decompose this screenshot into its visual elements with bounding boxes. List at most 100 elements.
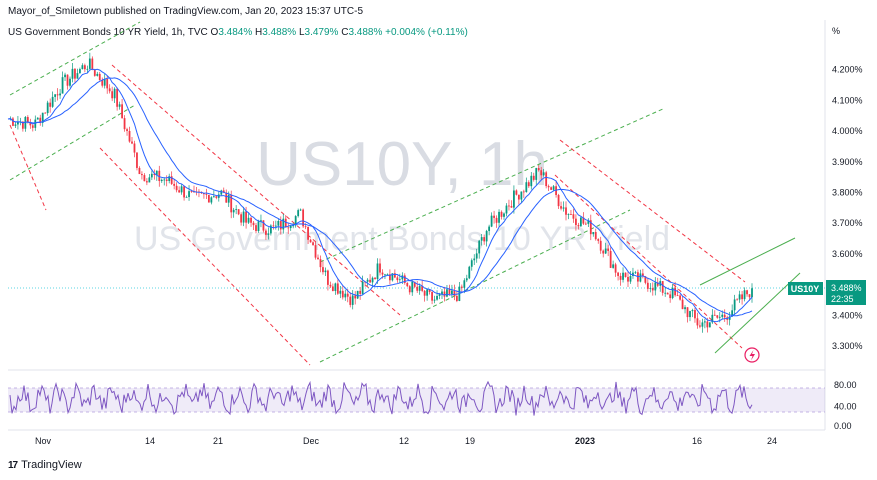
publisher-header: Mayor_of_Smiletown published on TradingV… [8,6,364,17]
channel-down-stub[interactable] [9,124,47,211]
trend-channels[interactable] [9,21,801,366]
channel-up-left-top[interactable] [9,21,141,96]
candle-body [269,225,272,234]
candle-body [599,240,602,251]
channel-up-left-bottom[interactable] [9,104,136,181]
channel-down-bottom[interactable] [99,147,311,366]
candle-body [317,257,319,260]
candle-body [644,276,647,283]
candle-body [71,68,74,79]
channel-up-right-bottom[interactable] [714,272,801,354]
candle-body [708,322,711,328]
candle-body [180,186,183,193]
candle-body [175,185,178,191]
candle-body [433,299,436,301]
channel-up-right-top[interactable] [699,237,796,286]
candle-body [441,291,443,295]
time-tick-label: 12 [399,436,409,446]
candle-body [711,314,714,323]
time-tick-label: 14 [145,436,155,446]
candle-body [448,289,451,295]
high-value: 3.488% [262,27,297,38]
candle-body [235,209,238,210]
candle-body [178,190,181,193]
candle-body [131,141,133,144]
candle-body [155,170,158,175]
low-label: L [298,27,305,38]
candle-body [560,206,562,209]
candle-body [721,314,724,317]
candle-body [703,321,706,323]
candle-body [403,275,406,283]
candle-body [29,122,32,126]
candle-body [666,292,669,295]
channel-down-right-top[interactable] [559,139,746,283]
candle-body [696,318,699,326]
candle-body [565,207,567,215]
price-label-value: 3.488% [831,283,862,293]
candle-body [376,263,379,279]
candle-body [344,293,347,298]
ma-fast-line [7,68,753,323]
candle-body [207,194,210,203]
candle-body [664,292,667,294]
candle-body [570,214,572,215]
candle-body [423,290,426,296]
price-tick-label: 4.000% [832,126,863,136]
candle-body [624,272,627,277]
candle-body [483,237,486,242]
candle-body [322,267,324,273]
candle-body [641,273,644,277]
candle-body [46,102,49,114]
close-label: C [341,27,349,38]
candle-body [289,225,292,229]
candle-body [738,294,741,300]
rsi-axis[interactable]: 80.00 40.00 0.00 [834,380,857,431]
candle-body [265,230,267,235]
candle-body [88,58,91,69]
candle-body [428,289,431,292]
candle-body [639,273,642,282]
candle-body [475,253,478,259]
candle-body [272,225,275,227]
candle-body [674,287,677,296]
time-tick-label: 16 [692,436,702,446]
candle-body [331,286,334,291]
candle-body [36,117,39,120]
close-value: 3.488% [348,27,383,38]
candle-body [584,223,587,225]
candle-body [61,77,64,94]
channel-down-top[interactable] [111,64,401,316]
candle-body [443,291,446,297]
candle-body [505,205,508,214]
candle-body [629,276,632,282]
candle-body [592,232,595,235]
candle-body [575,218,577,226]
candle-body [183,186,185,198]
candle-body [230,194,233,213]
channel-up-mid-bottom[interactable] [319,209,631,363]
candle-body [346,293,349,297]
candle-body [478,240,481,254]
low-value: 3.479% [304,27,339,38]
candle-body [267,233,270,235]
channel-down-right-bottom[interactable] [554,174,743,349]
candle-body [381,272,384,275]
time-axis[interactable]: Nov 14 21 Dec 12 19 2023 16 24 [35,436,777,446]
candle-body [493,215,495,218]
candle-body [416,286,419,291]
candle-body [438,294,441,296]
candle-body [351,295,354,305]
candle-body [716,315,719,318]
time-tick-label: Dec [303,436,320,446]
change-value: +0.004% (+0.11%) [385,27,468,38]
candle-body [527,182,530,187]
price-axis[interactable]: 4.200% 4.100% 4.000% 3.900% 3.800% 3.700% 3.60… [832,65,863,351]
candle-body [245,211,247,223]
candle-body [490,215,493,227]
tradingview-logo-icon: 17 [8,459,18,471]
event-marker[interactable] [744,347,760,363]
candle-body [508,205,510,207]
candle-body [413,281,416,287]
